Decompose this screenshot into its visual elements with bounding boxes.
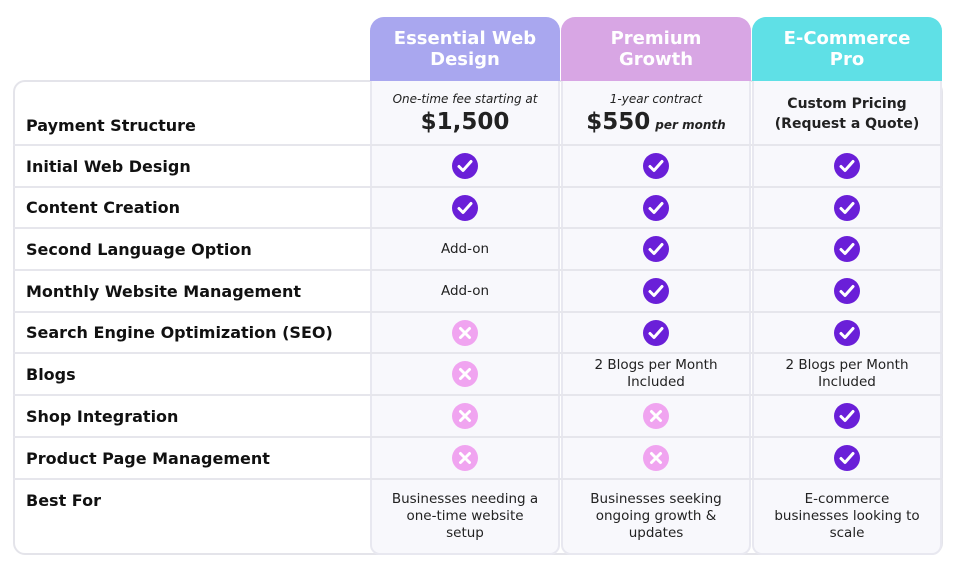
cell [752,437,942,479]
cell [561,437,751,479]
cell-text: Businesses seeking ongoing growth & upda… [590,491,722,541]
cross-icon [452,403,478,429]
price: $550 [586,109,651,135]
cell: Businesses needing a one-time website se… [370,479,560,555]
cell: 1-year contract $550 per month [561,82,751,145]
row-label: Payment Structure [26,82,371,145]
check-icon [834,403,860,429]
cell [561,312,751,353]
cell [370,353,560,395]
cell: Businesses seeking ongoing growth & upda… [561,479,751,555]
cell [752,395,942,437]
cell: Add-on [370,228,560,270]
check-icon [643,278,669,304]
cell: Custom Pricing (Request a Quote) [752,82,942,145]
cell-text: 2 Blogs per Month Included [594,357,718,390]
cell-text: Add-on [440,240,490,257]
cell [752,187,942,228]
check-icon [643,236,669,262]
price-text: Custom Pricing (Request a Quote) [774,95,920,132]
check-icon [452,194,478,221]
cell: Add-on [370,270,560,312]
cell-text: 2 Blogs per Month Included [785,357,909,390]
cell [370,395,560,437]
cell [370,437,560,479]
column-header: E-Commerce Pro [752,17,942,81]
row-divider [13,352,943,354]
column-header: Essential Web Design [370,17,560,81]
cell [752,312,942,353]
check-icon [834,194,860,221]
row-divider [13,227,943,229]
cell [752,145,942,187]
price-note: 1-year contract [609,92,703,106]
cross-icon [452,361,478,387]
row-label: Blogs [26,353,371,395]
row-divider [13,144,943,146]
cell-text: Businesses needing a one-time website se… [391,491,539,541]
check-icon [834,236,860,262]
cross-icon [643,403,669,429]
label-text: Content Creation [26,198,181,217]
row-divider [13,394,943,396]
price-line: $1,500 [421,108,510,136]
check-icon [834,278,860,304]
check-icon [834,319,860,346]
price-suffix: per month [655,118,726,132]
cell [370,312,560,353]
cross-icon [643,445,669,471]
row-divider [13,311,943,313]
label-text: Payment Structure [26,116,196,135]
cross-icon [452,319,478,346]
row-label: Search Engine Optimization (SEO) [26,312,371,353]
label-text: Second Language Option [26,239,252,259]
price: $1,500 [420,109,510,135]
cell: 2 Blogs per Month Included [561,353,751,395]
label-text: Initial Web Design [26,156,191,176]
row-label: Content Creation [26,187,371,228]
row-divider [13,269,943,271]
label-text: Search Engine Optimization (SEO) [26,323,333,342]
check-icon [834,445,860,471]
cell-text: Add-on [440,282,490,299]
row-label: Monthly Website Management [26,270,371,312]
check-icon [834,153,860,179]
label-text: Best For [26,491,101,510]
row-label: Best For [26,479,371,555]
row-label: Initial Web Design [26,145,371,187]
price-line: $550 per month [586,108,725,136]
check-icon [643,319,669,346]
cross-icon [452,445,478,471]
row-divider [13,186,943,188]
row-label: Shop Integration [26,395,371,437]
cell [561,395,751,437]
check-icon [643,194,669,221]
column-header: Premium Growth [561,17,751,81]
cell [370,145,560,187]
cell-text: E-commerce businesses looking to scale [774,491,920,541]
cell [561,145,751,187]
label-text: Shop Integration [26,406,179,426]
check-icon [643,153,669,179]
label-text: Monthly Website Management [26,281,302,301]
check-icon [452,153,478,179]
row-divider [13,436,943,438]
label-text: Product Page Management [26,448,270,468]
row-label: Second Language Option [26,228,371,270]
cell: One-time fee starting at $1,500 [370,82,560,145]
cell [561,270,751,312]
cell [561,228,751,270]
cell [752,228,942,270]
price-note: One-time fee starting at [392,92,538,106]
cell: E-commerce businesses looking to scale [752,479,942,555]
label-text: Blogs [26,364,76,384]
cell: 2 Blogs per Month Included [752,353,942,395]
cell [561,187,751,228]
cell [370,187,560,228]
cell [752,270,942,312]
row-divider [13,478,943,480]
row-label: Product Page Management [26,437,371,479]
